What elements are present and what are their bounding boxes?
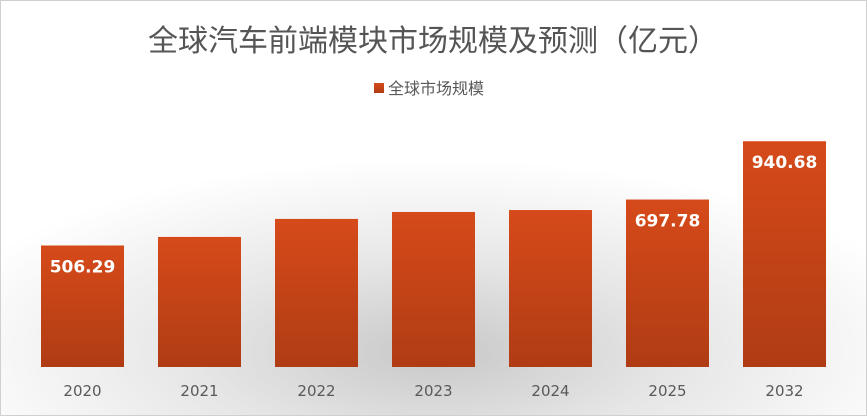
- x-tick-label: 2023: [414, 382, 452, 400]
- bar-2025: [626, 199, 709, 367]
- data-label-2025: 697.78: [635, 212, 701, 232]
- legend-swatch: [374, 83, 384, 93]
- x-tick-label: 2032: [765, 382, 803, 400]
- data-label-2020: 506.29: [50, 257, 116, 277]
- legend-label: 全球市场规模: [388, 79, 484, 98]
- bar-2024: [509, 210, 592, 367]
- x-tick-label: 2025: [648, 382, 686, 400]
- x-tick-label: 2022: [297, 382, 335, 400]
- chart-title: 全球汽车前端模块市场规模及预测（亿元）: [148, 24, 718, 59]
- x-tick-label: 2024: [531, 382, 569, 400]
- bar-2023: [392, 211, 475, 367]
- bar-2032: [743, 141, 826, 367]
- data-label-2032: 940.68: [752, 153, 818, 173]
- bar-2022: [275, 218, 358, 367]
- bar-2020: [41, 245, 124, 367]
- x-tick-label: 2020: [63, 382, 101, 400]
- bar-2021: [158, 236, 241, 367]
- x-tick-label: 2021: [180, 382, 218, 400]
